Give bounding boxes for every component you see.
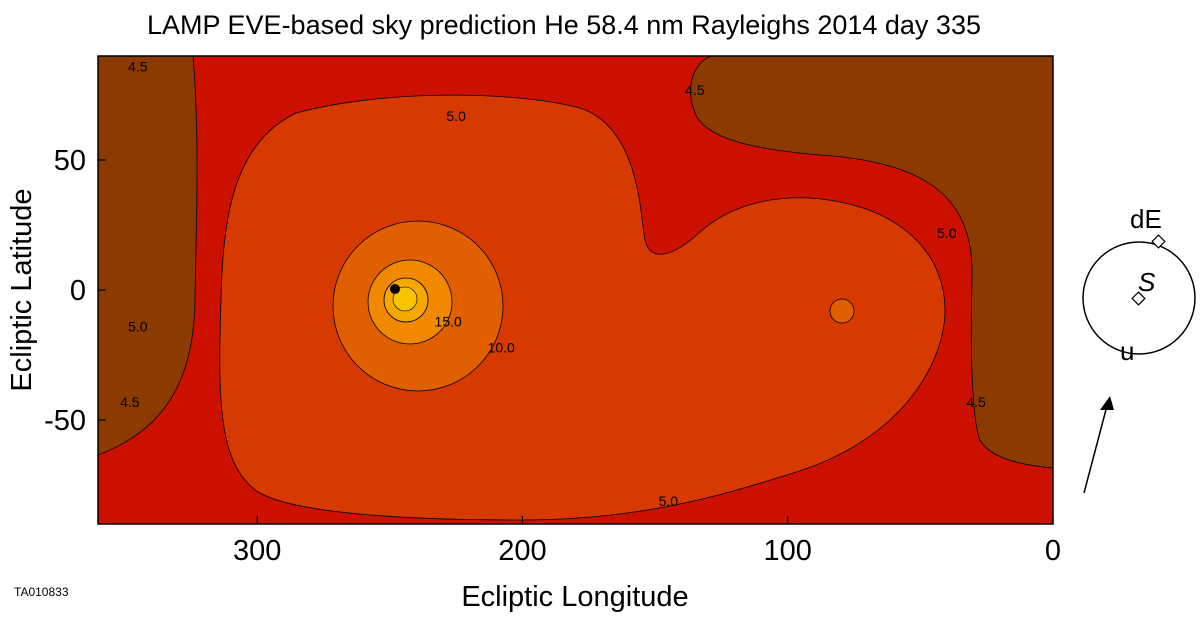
inset-arrow-head [1100, 396, 1114, 410]
inset-circle [1082, 241, 1196, 355]
y-tick-label: 50 [54, 145, 86, 177]
x-tick-label: 200 [498, 535, 546, 567]
secondary-peak [829, 298, 855, 324]
band-peak-core [392, 286, 418, 312]
plot-area: 4.5 4.5 4.5 4.5 5.0 5.0 5.0 5.0 15.0 10.0 [97, 55, 1054, 525]
contour-label: 4.5 [120, 394, 140, 410]
inset-label-de: dE [1130, 204, 1162, 234]
band-below-4.5-right [690, 55, 1054, 469]
y-axis-label: Ecliptic Latitude [6, 188, 38, 391]
x-axis-label: Ecliptic Longitude [461, 581, 688, 613]
contour-label: 5.0 [128, 319, 148, 335]
contour-label: 4.5 [685, 82, 705, 98]
y-axis: 50 0 -50 [44, 145, 106, 437]
inset-label-s: S [1138, 267, 1156, 297]
contour-label: 5.0 [446, 108, 466, 124]
x-axis: 300 200 100 0 [233, 516, 1061, 567]
contour-label: 10.0 [488, 339, 515, 355]
band-5.0-10.0 [219, 94, 946, 521]
contour-label: 4.5 [128, 59, 148, 75]
figure-id: TA010833 [14, 585, 69, 599]
contour-labels: 4.5 4.5 4.5 4.5 5.0 5.0 5.0 5.0 15.0 10.0 [120, 59, 986, 509]
x-tick-label: 100 [764, 535, 812, 567]
band-below-4.5-left [97, 55, 198, 456]
x-tick-label: 300 [233, 535, 281, 567]
y-tick-label: -50 [44, 405, 86, 437]
chart-title: LAMP EVE-based sky prediction He 58.4 nm… [147, 10, 981, 40]
contour-label: 4.5 [966, 394, 986, 410]
orientation-inset: dE S u [1082, 204, 1196, 494]
sun-marker [390, 284, 400, 294]
y-tick-label: 0 [70, 275, 86, 307]
contour-label: 15.0 [435, 313, 462, 329]
contour-label: 5.0 [659, 493, 679, 509]
inset-label-u: u [1120, 336, 1134, 366]
x-tick-label: 0 [1045, 535, 1061, 567]
inset-marker-e [1151, 234, 1166, 249]
inset-arrow-shaft [1083, 401, 1109, 494]
inset-marker-s [1131, 291, 1146, 306]
contour-label: 5.0 [937, 225, 957, 241]
